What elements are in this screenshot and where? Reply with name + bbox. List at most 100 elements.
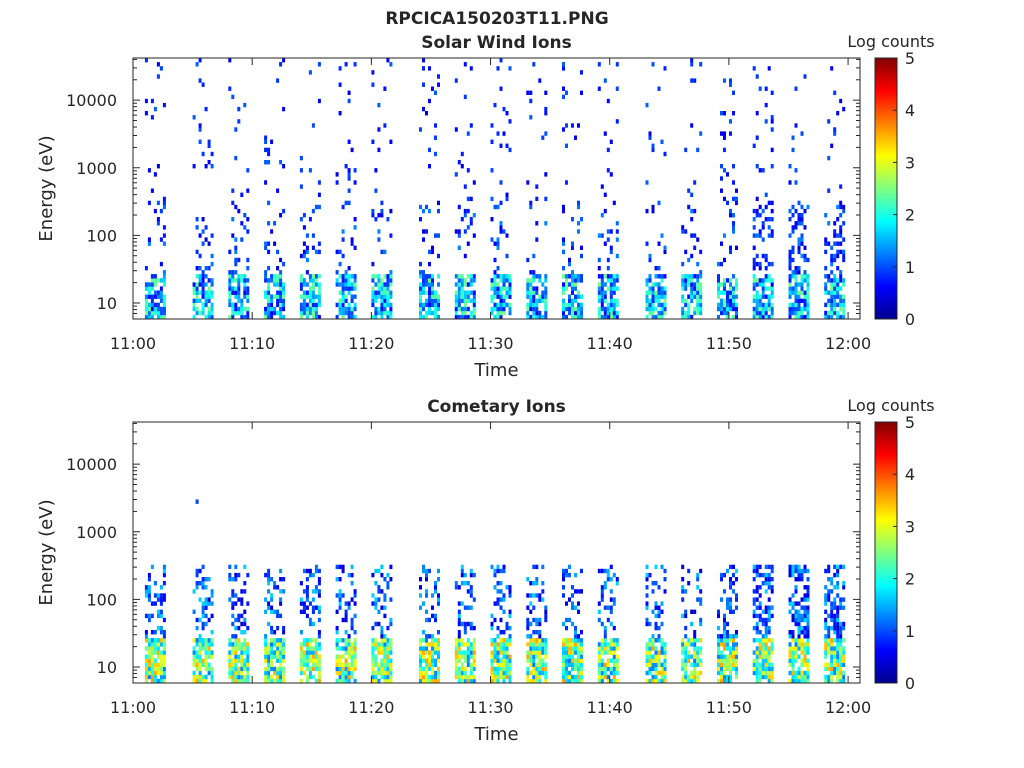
heatmap-cell <box>162 233 166 238</box>
heatmap-cell <box>836 581 840 586</box>
heatmap-cell <box>654 314 658 320</box>
heatmap-cell <box>696 662 700 667</box>
heatmap-cell <box>755 233 759 238</box>
heatmap-cell <box>580 638 583 643</box>
heatmap-cell <box>466 290 470 295</box>
heatmap-cell <box>493 290 497 295</box>
heatmap-cell <box>386 217 390 222</box>
heatmap-cell <box>580 306 583 312</box>
heatmap-cell <box>428 98 431 104</box>
heatmap-cell <box>159 601 163 606</box>
heatmap-cell <box>147 302 151 308</box>
heatmap-cell <box>827 577 831 582</box>
heatmap-cell <box>565 625 568 631</box>
heatmap-cell <box>568 282 571 287</box>
heatmap-cell <box>597 294 601 299</box>
heatmap-cell <box>150 601 154 606</box>
heatmap-cell <box>240 646 244 651</box>
x-tick-label: 11:20 <box>348 698 394 717</box>
heatmap-cell <box>645 601 649 606</box>
heatmap-cell <box>204 642 208 647</box>
heatmap-cell <box>276 638 280 643</box>
heatmap-cell <box>344 270 348 275</box>
heatmap-cell <box>267 290 271 295</box>
heatmap-cell <box>428 650 431 655</box>
heatmap-cell <box>434 306 437 312</box>
heatmap-cell <box>457 609 461 614</box>
heatmap-cell <box>609 650 613 655</box>
heatmap-cell <box>302 241 306 246</box>
heatmap-cell <box>681 666 685 672</box>
heatmap-cell <box>735 306 738 312</box>
heatmap-cell <box>434 670 437 676</box>
heatmap-cell <box>758 678 762 684</box>
heatmap-cell <box>460 164 464 169</box>
heatmap-cell <box>386 282 390 287</box>
heatmap-cell <box>806 286 810 291</box>
heatmap-cell <box>389 294 393 299</box>
heatmap-cell <box>386 650 390 655</box>
heatmap-cell <box>574 274 577 279</box>
colorbar-tick-label: 3 <box>905 153 915 172</box>
heatmap-cell <box>472 213 476 218</box>
heatmap-cell <box>544 298 548 303</box>
heatmap-cell <box>377 274 381 279</box>
heatmap-cell <box>499 286 503 291</box>
heatmap-cell <box>505 253 509 259</box>
heatmap-cell <box>335 180 339 185</box>
heatmap-cell <box>839 98 843 104</box>
heatmap-cell <box>717 634 720 639</box>
heatmap-cell <box>201 302 205 308</box>
heatmap-cell <box>535 184 539 189</box>
heatmap-cell <box>228 642 232 647</box>
heatmap-cell <box>210 601 214 606</box>
heatmap-cell <box>532 642 536 647</box>
heatmap-cell <box>562 86 565 91</box>
heatmap-cell <box>425 282 428 287</box>
heatmap-cell <box>758 294 762 299</box>
heatmap-cell <box>794 585 798 590</box>
heatmap-cell <box>836 253 840 259</box>
heatmap-cell <box>803 617 807 623</box>
heatmap-cell <box>246 298 250 303</box>
heatmap-cell <box>153 666 157 672</box>
heatmap-cell <box>469 282 473 287</box>
heatmap-cell <box>684 282 688 287</box>
heatmap-cell <box>726 278 729 283</box>
heatmap-cell <box>210 654 214 659</box>
heatmap-cell <box>246 666 250 672</box>
heatmap-cell <box>758 306 762 312</box>
heatmap-cell <box>210 613 214 619</box>
heatmap-cell <box>684 613 688 619</box>
heatmap-cell <box>305 249 309 255</box>
heatmap-cell <box>428 654 431 659</box>
heatmap-cell <box>693 638 697 643</box>
heatmap-cell <box>428 634 431 639</box>
heatmap-cell <box>502 310 506 316</box>
heatmap-cell <box>240 274 244 279</box>
heatmap-cell <box>299 650 303 655</box>
heatmap-cell <box>466 168 470 173</box>
heatmap-cell <box>836 286 840 291</box>
heatmap-cell <box>562 585 565 590</box>
heatmap-cell <box>377 621 381 627</box>
heatmap-cell <box>606 147 610 153</box>
heatmap-cell <box>720 577 723 582</box>
heatmap-cell <box>279 160 283 165</box>
heatmap-cell <box>752 568 756 574</box>
heatmap-cell <box>603 208 607 214</box>
heatmap-cell <box>699 298 703 303</box>
heatmap-cell <box>690 642 694 647</box>
heatmap-cell <box>192 609 196 614</box>
heatmap-cell <box>147 666 151 672</box>
heatmap-cell <box>159 298 163 303</box>
heatmap-cell <box>347 310 351 316</box>
heatmap-cell <box>460 572 464 578</box>
heatmap-cell <box>153 581 157 586</box>
heatmap-cell <box>434 613 437 619</box>
heatmap-cell <box>574 625 577 631</box>
heatmap-cell <box>207 286 211 291</box>
heatmap-cell <box>833 658 837 663</box>
heatmap-cell <box>282 164 286 169</box>
heatmap-cell <box>681 585 685 590</box>
